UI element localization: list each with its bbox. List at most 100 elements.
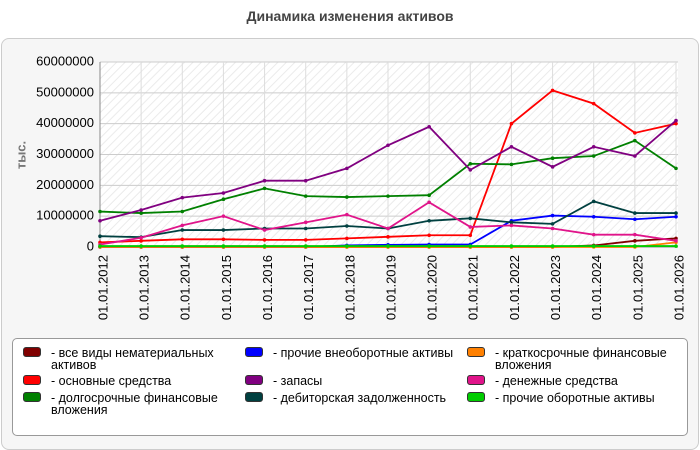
- legend-label: - запасы: [273, 374, 323, 388]
- legend-entry[interactable]: - прочие внеоборотные активы: [245, 347, 463, 359]
- point-marker: [345, 224, 349, 228]
- legend-entry[interactable]: - долгосрочные финансовые вложения: [23, 392, 241, 416]
- point-marker: [633, 239, 637, 243]
- x-tick-label: 01.01.2018: [342, 255, 357, 320]
- point-marker: [633, 244, 637, 248]
- point-marker: [386, 244, 390, 248]
- point-marker: [591, 232, 596, 237]
- y-tick-label: 60000000: [36, 53, 94, 68]
- point-marker: [98, 209, 102, 214]
- point-marker: [386, 226, 390, 231]
- x-tick-label: 01.01.2017: [301, 255, 316, 320]
- y-tick-label: 30000000: [36, 146, 94, 161]
- y-axis-label: тыс.: [13, 141, 28, 169]
- x-tick-label: 01.01.2023: [548, 255, 563, 320]
- point-marker: [674, 236, 678, 241]
- point-marker: [674, 166, 678, 171]
- point-marker: [550, 226, 555, 231]
- legend-swatch: [23, 392, 41, 402]
- point-marker: [550, 222, 555, 226]
- point-marker: [221, 228, 226, 232]
- point-marker: [674, 211, 678, 215]
- point-marker: [180, 228, 185, 232]
- point-marker: [468, 244, 473, 248]
- point-marker: [674, 121, 678, 126]
- legend-label: - прочие оборотные активы: [495, 391, 655, 405]
- point-marker: [262, 178, 267, 183]
- point-marker: [303, 220, 308, 225]
- legend: - все виды нематериальных активов - основ…: [12, 338, 688, 436]
- point-marker: [345, 195, 349, 199]
- point-marker: [550, 156, 555, 160]
- legend-swatch: [245, 375, 263, 385]
- legend-label: - долгосрочные финансовые вложения: [51, 391, 218, 417]
- legend-swatch: [245, 347, 263, 357]
- legend-swatch: [467, 347, 485, 357]
- point-marker: [386, 143, 390, 148]
- chart-title: Динамика изменения активов: [246, 8, 453, 24]
- point-marker: [591, 199, 596, 204]
- legend-swatch: [23, 375, 41, 385]
- x-tick-label: 01.01.2015: [219, 255, 234, 320]
- point-marker: [221, 214, 226, 218]
- point-marker: [468, 233, 473, 238]
- x-tick-label: 01.01.2026: [671, 255, 686, 320]
- point-marker: [468, 161, 473, 166]
- legend-entry[interactable]: - денежные средства: [467, 375, 685, 387]
- point-marker: [427, 200, 431, 205]
- point-marker: [262, 186, 267, 191]
- point-marker: [509, 121, 514, 126]
- legend-entry[interactable]: - запасы: [245, 375, 463, 387]
- point-marker: [386, 235, 390, 239]
- point-marker: [427, 244, 431, 248]
- legend-swatch: [467, 375, 485, 385]
- point-marker: [550, 165, 555, 169]
- point-marker: [386, 194, 390, 198]
- point-marker: [303, 194, 308, 198]
- point-marker: [591, 144, 596, 149]
- legend-swatch: [23, 347, 41, 357]
- point-marker: [633, 232, 637, 237]
- x-tick-label: 01.01.2019: [383, 255, 398, 320]
- point-marker: [303, 226, 308, 231]
- point-marker: [345, 244, 349, 248]
- x-tick-label: 01.01.2022: [507, 255, 522, 320]
- point-marker: [509, 244, 514, 248]
- point-marker: [303, 244, 308, 248]
- point-marker: [221, 237, 226, 242]
- point-marker: [180, 195, 185, 200]
- point-marker: [591, 154, 596, 158]
- x-tick-label: 01.01.2013: [137, 255, 152, 320]
- y-tick-label: 40000000: [36, 115, 94, 130]
- point-marker: [427, 218, 431, 223]
- point-marker: [262, 244, 267, 248]
- legend-swatch: [467, 392, 485, 402]
- point-marker: [591, 244, 596, 248]
- legend-entry[interactable]: - краткосрочные финансовые вложения: [467, 347, 685, 371]
- legend-entry[interactable]: - основные средства: [23, 375, 241, 387]
- point-marker: [468, 225, 473, 229]
- y-tick-label: 10000000: [36, 208, 94, 223]
- point-marker: [427, 193, 431, 197]
- point-marker: [345, 236, 349, 241]
- legend-entry[interactable]: - все виды нематериальных активов: [23, 347, 241, 371]
- legend-label: - все виды нематериальных активов: [51, 346, 214, 372]
- y-tick-label: 20000000: [36, 177, 94, 192]
- point-marker: [427, 233, 431, 238]
- point-marker: [633, 217, 637, 222]
- point-marker: [633, 138, 637, 143]
- point-marker: [674, 244, 678, 248]
- point-marker: [509, 220, 514, 225]
- legend-label: - основные средства: [51, 374, 172, 388]
- point-marker: [591, 214, 596, 219]
- legend-entry[interactable]: - прочие оборотные активы: [467, 392, 685, 404]
- legend-label: - дебиторская задолженность: [273, 391, 447, 405]
- point-marker: [550, 88, 555, 93]
- point-marker: [180, 244, 185, 248]
- point-marker: [345, 166, 349, 171]
- point-marker: [221, 197, 226, 202]
- point-marker: [139, 211, 143, 215]
- legend-entry[interactable]: - дебиторская задолженность: [245, 392, 463, 404]
- point-marker: [427, 124, 431, 129]
